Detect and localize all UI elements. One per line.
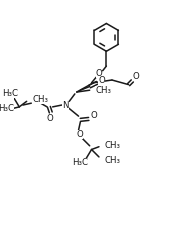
Text: O: O: [76, 130, 83, 139]
Text: H₃C: H₃C: [2, 89, 18, 98]
Text: CH₃: CH₃: [32, 95, 48, 104]
Text: H₃C: H₃C: [0, 104, 14, 113]
Text: H₃C: H₃C: [72, 158, 88, 167]
Text: CH₃: CH₃: [95, 86, 111, 95]
Text: O: O: [98, 76, 105, 85]
Text: CH₃: CH₃: [105, 141, 120, 150]
Text: O: O: [133, 72, 139, 81]
Text: O: O: [33, 96, 39, 105]
Text: O: O: [91, 111, 98, 120]
Text: O: O: [46, 114, 53, 123]
Text: N: N: [62, 101, 69, 110]
Text: CH₃: CH₃: [105, 156, 120, 165]
Text: O: O: [96, 69, 102, 78]
